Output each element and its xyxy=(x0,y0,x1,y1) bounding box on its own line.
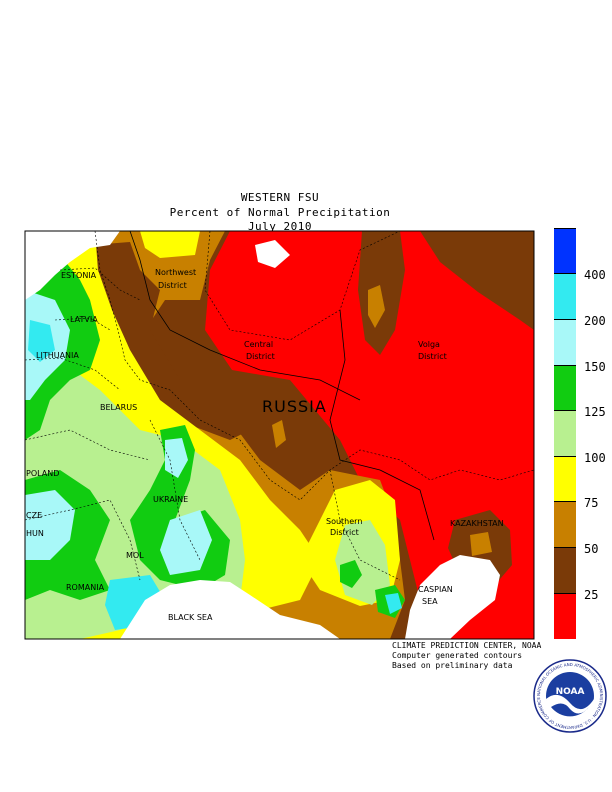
map-subtitle: Percent of Normal Precipitation xyxy=(169,206,391,219)
label-latvia: LATVIA xyxy=(70,315,98,324)
region-200-400-baltic xyxy=(28,320,55,362)
credit-method: Computer generated contours xyxy=(392,651,523,660)
label-hungary: HUN xyxy=(26,529,44,538)
region-75-100-north xyxy=(140,231,200,258)
noaa-logo: NOAA NATIONAL OCEANIC AND ATMOSPHERIC AD… xyxy=(533,659,607,733)
map-title: WESTERN FSU xyxy=(240,191,320,204)
legend-swatch-50-75 xyxy=(554,501,576,548)
legend-label-400: 400 xyxy=(584,268,606,282)
label-moldova: MOL xyxy=(126,551,144,560)
legend-label-100: 100 xyxy=(584,451,606,465)
white-sea xyxy=(255,240,290,268)
legend-swatch-150-200 xyxy=(554,319,576,366)
label-black-sea: BLACK SEA xyxy=(168,613,213,622)
label-northwest: Northwest xyxy=(155,268,196,277)
label-central: Central xyxy=(244,340,273,349)
legend-label-150: 150 xyxy=(584,360,606,374)
region-50-75-volga xyxy=(368,285,385,328)
label-central-district: District xyxy=(246,352,275,361)
legend-swatch-200-400 xyxy=(554,273,576,320)
legend-label-200: 200 xyxy=(584,314,606,328)
label-estonia: ESTONIA xyxy=(61,271,97,280)
legend-swatch-100-125 xyxy=(554,410,576,457)
region-150-200-ukraine xyxy=(165,438,188,478)
label-kazakhstan: KAZAKHSTAN xyxy=(450,519,504,528)
legend-label-25: 25 xyxy=(584,588,599,602)
legend-label-125: 125 xyxy=(584,405,606,419)
legend-swatch-75-100 xyxy=(554,456,576,502)
district-borders xyxy=(129,231,435,541)
label-caspian: CASPIAN xyxy=(418,585,453,594)
label-caspian-sea: SEA xyxy=(422,597,438,606)
legend-swatch-below-25 xyxy=(554,593,576,639)
region-25-50-west xyxy=(92,242,250,440)
region-50-75-central xyxy=(272,420,286,448)
label-volga-district: District xyxy=(418,352,447,361)
caspian-sea xyxy=(405,555,500,639)
credit-note: Based on preliminary data xyxy=(392,661,513,670)
legend-label-50: 50 xyxy=(584,542,599,556)
label-northwest-district: District xyxy=(158,281,187,290)
region-125-150-south xyxy=(340,560,362,588)
legend-swatch-25-50 xyxy=(554,547,576,594)
legend-swatch-400-plus xyxy=(554,228,576,274)
label-southern: Southern xyxy=(326,517,362,526)
region-150-200-black-sea xyxy=(160,510,212,575)
country-borders xyxy=(25,231,534,581)
map-period: July 2010 xyxy=(247,220,313,233)
label-czech: CZE xyxy=(26,511,42,520)
region-25-50-east xyxy=(420,231,534,330)
label-poland: POLAND xyxy=(26,469,59,478)
label-belarus: BELARUS xyxy=(100,403,137,412)
label-volga: Volga xyxy=(418,340,440,349)
legend-swatch-125-150 xyxy=(554,365,576,411)
label-romania: ROMANIA xyxy=(66,583,105,592)
legend-label-75: 75 xyxy=(584,496,599,510)
label-lithuania: LITHUANIA xyxy=(36,351,79,360)
region-50-75-kazakhstan xyxy=(470,532,492,556)
region-150-200-poland xyxy=(25,490,75,560)
baltic-sea xyxy=(25,231,120,300)
map-frame xyxy=(24,230,535,640)
label-russia: RUSSIA xyxy=(262,397,327,416)
label-southern-district: District xyxy=(330,528,359,537)
credit-agency: CLIMATE PREDICTION CENTER, NOAA xyxy=(392,641,542,650)
black-sea xyxy=(120,580,340,639)
noaa-logo-text: NOAA xyxy=(556,687,585,697)
region-200-400-caspian xyxy=(385,593,402,614)
label-ukraine: UKRAINE xyxy=(153,495,188,504)
